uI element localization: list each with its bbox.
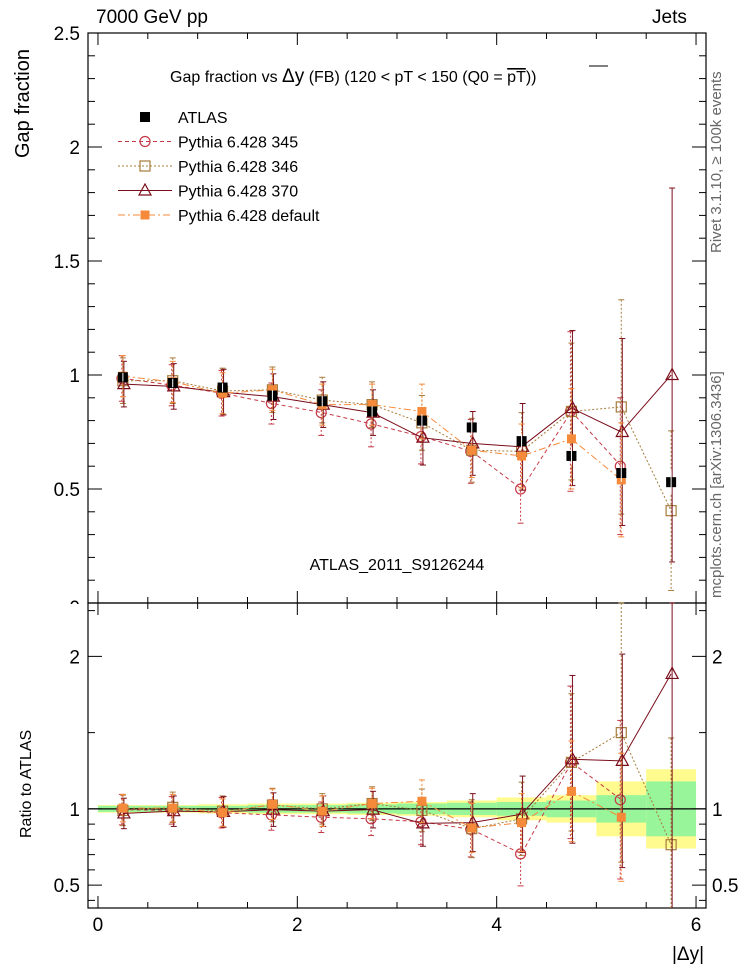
x-tick-label: 2: [292, 915, 303, 936]
main-series-line: [122, 380, 672, 511]
main-marker: [665, 505, 677, 517]
x-tick-label: 6: [691, 915, 702, 936]
main-marker: [116, 376, 131, 390]
main-series-atlas: [117, 372, 677, 494]
ratio-marker: [417, 796, 427, 806]
ratio-marker: [616, 812, 626, 822]
ratio-y-tick-label-right: 1: [712, 800, 723, 821]
main-marker: [565, 400, 580, 414]
ratio-marker: [317, 806, 327, 816]
main-y-tick-label: 2: [69, 138, 80, 159]
x-tick-label: 0: [93, 915, 104, 936]
main-marker: [367, 400, 377, 410]
header-right: Jets: [652, 7, 687, 28]
main-series-pythia-6-428-345: [116, 331, 626, 536]
ratio-series-line: [122, 731, 672, 845]
main-marker: [267, 385, 277, 395]
ratio-marker: [366, 801, 381, 815]
legend-label: Pythia 6.428 370: [178, 184, 298, 201]
main-marker: [467, 445, 477, 455]
main-marker: [514, 483, 527, 495]
chart-title-part: Δy: [282, 66, 305, 87]
ratio-series-pythia-6-428-346: [117, 602, 677, 908]
main-marker: [415, 429, 430, 443]
ratio-marker: [665, 839, 677, 851]
legend-label-atlas: ATLAS: [178, 110, 228, 127]
legend: ATLAS Pythia 6.428 345 Pythia 6.428 346 Pyt…: [118, 110, 320, 225]
main-series-pythia-6-428-370: [116, 187, 680, 563]
ratio-series-pythia-6-428-345: [116, 685, 626, 887]
ratio-marker: [267, 799, 277, 809]
ratio-series-pythia-6-428-default: [118, 740, 626, 882]
ratio-marker: [614, 794, 626, 806]
ratio-marker: [566, 786, 576, 796]
ratio-marker: [517, 818, 527, 828]
ratio-y-tick-label-left: 2: [69, 647, 80, 668]
ratio-marker: [218, 808, 228, 818]
main-y-tick-label: 0.5: [54, 480, 80, 501]
chart-title-part: (FB) (120 < pT < 150 (Q0 =: [304, 69, 507, 86]
ratio-marker: [565, 751, 580, 765]
analysis-label: ATLAS_2011_S9126244: [310, 557, 485, 574]
main-marker: [365, 418, 377, 430]
main-series-line: [122, 374, 672, 448]
zero-label-clip: [60, 604, 86, 618]
ratio-marker: [615, 753, 630, 766]
x-axis-label: |Δy|: [672, 944, 704, 965]
ratio-marker: [665, 666, 680, 680]
main-marker: [566, 434, 576, 444]
legend-label: Pythia 6.428 346: [178, 159, 298, 176]
legend-marker: [139, 160, 151, 172]
legend-marker-atlas: [140, 112, 150, 122]
main-marker: [517, 451, 527, 461]
legend-marker: [137, 182, 153, 196]
main-series-line: [122, 377, 622, 490]
legend-marker: [139, 135, 151, 148]
main-marker: [615, 424, 630, 438]
main-series-pythia-6-428-346: [117, 299, 677, 591]
ratio-marker: [168, 803, 178, 813]
ratio-series-pythia-6-428-370: [116, 602, 680, 908]
chart-title-part: Gap fraction vs: [170, 69, 282, 86]
main-marker: [218, 388, 228, 398]
legend-label: Pythia 6.428 default: [178, 208, 320, 225]
main-marker: [417, 406, 427, 416]
main-marker: [665, 367, 680, 381]
ratio-marker: [118, 803, 128, 813]
main-y-tick-label: 1: [69, 366, 80, 387]
legend-label: Pythia 6.428 345: [178, 135, 298, 152]
legend-marker: [140, 210, 150, 220]
header-left: 7000 GeV pp: [96, 7, 208, 28]
ratio-marker: [615, 727, 627, 739]
main-y-tick-label: 1.5: [54, 252, 80, 273]
chart-title: Gap fraction vs Δy (FB) (120 < pT < 150 …: [170, 66, 537, 87]
ratio-panel-frame: [87, 602, 707, 909]
ratio-marker: [367, 799, 377, 809]
x-tick-label: 4: [491, 915, 502, 936]
ratio-y-tick-label-left: 1: [69, 800, 80, 821]
ratio-marker: [467, 823, 477, 833]
ratio-marker: [514, 848, 527, 860]
ratio-y-tick-label-right: 0.5: [712, 876, 738, 897]
main-y-tick-label: 2.5: [54, 24, 80, 45]
chart-title-part: )): [526, 69, 537, 86]
ratio-y-tick-label-right: 2: [712, 647, 723, 668]
chart-title-part: pT: [507, 69, 526, 86]
ratio-y-tick-label-left: 0.5: [54, 876, 80, 897]
main-marker: [615, 401, 627, 413]
